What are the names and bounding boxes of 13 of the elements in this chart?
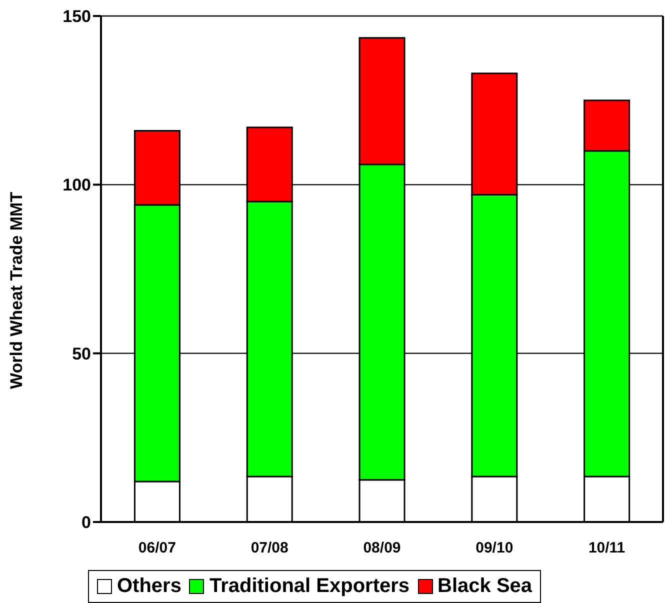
y-tick-label: 150 <box>62 7 91 26</box>
x-tick-label: 08/09 <box>363 540 401 557</box>
y-tick-label: 0 <box>82 513 91 532</box>
y-tick-label: 50 <box>72 344 91 364</box>
x-tick-label: 09/10 <box>476 540 514 557</box>
y-axis-title: World Wheat Trade MMT <box>7 191 26 389</box>
legend-label: Traditional Exporters <box>209 575 410 598</box>
legend-label: Black Sea <box>438 575 532 598</box>
legend-label: Others <box>117 575 182 598</box>
x-tick-label: 06/07 <box>138 540 176 557</box>
x-tick-label: 10/11 <box>588 540 626 557</box>
x-tick-label: 07/08 <box>250 540 288 557</box>
y-tick-label: 100 <box>62 176 91 195</box>
